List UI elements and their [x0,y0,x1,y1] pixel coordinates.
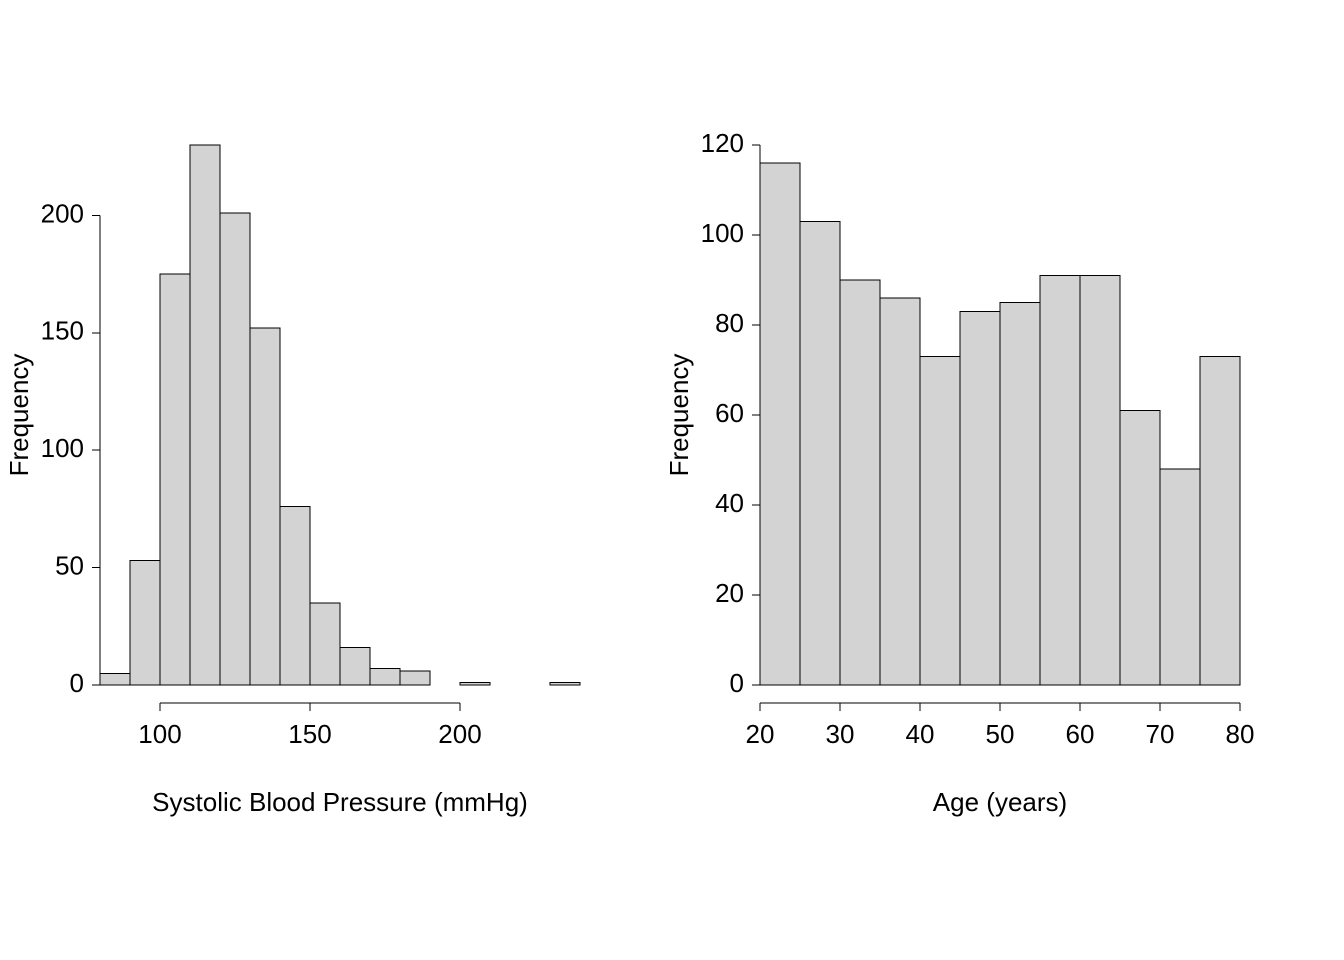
bp-histogram-bar [370,669,400,685]
bp-histogram-bar [400,671,430,685]
bp-histogram-ytick-label: 50 [55,550,84,580]
bp-histogram-bar [310,603,340,685]
bp-histogram-ytick-label: 0 [70,668,84,698]
bp-histogram-bar [460,683,490,685]
bp-histogram-ylabel: Frequency [4,354,34,477]
age-histogram-bar [1080,276,1120,686]
age-histogram-bar [1200,357,1240,686]
bp-histogram-bar [340,647,370,685]
age-histogram-bar [1120,411,1160,686]
age-histogram-ytick-label: 40 [715,488,744,518]
bp-histogram-bar [160,274,190,685]
age-histogram-bar [760,163,800,685]
bp-histogram-ytick-label: 200 [41,198,84,228]
age-histogram-ytick-label: 0 [730,668,744,698]
bp-histogram-bar [100,673,130,685]
age-histogram-bar [1160,469,1200,685]
bp-histogram-ytick-label: 150 [41,316,84,346]
chart-canvas: 050100150200100150200Systolic Blood Pres… [0,0,1344,960]
histogram-svg: 050100150200100150200Systolic Blood Pres… [0,0,1344,960]
bp-histogram-bar [550,683,580,685]
age-histogram-ytick-label: 100 [701,218,744,248]
age-histogram-xtick-label: 20 [746,719,775,749]
age-histogram-xtick-label: 60 [1066,719,1095,749]
bp-histogram-bar [130,561,160,685]
age-histogram-bar [840,280,880,685]
age-histogram-xtick-label: 70 [1146,719,1175,749]
bp-histogram-bar [250,328,280,685]
age-histogram-bar [880,298,920,685]
age-histogram: 02040608010012020304050607080Age (years)… [664,128,1254,817]
age-histogram-xlabel: Age (years) [933,787,1067,817]
bp-histogram-xtick-label: 200 [438,719,481,749]
bp-histogram-bar [280,507,310,685]
age-histogram-xtick-label: 50 [986,719,1015,749]
age-histogram-bar [1040,276,1080,686]
age-histogram-bar [800,222,840,686]
bp-histogram-ytick-label: 100 [41,433,84,463]
age-histogram-ytick-label: 60 [715,398,744,428]
age-histogram-ytick-label: 80 [715,308,744,338]
bp-histogram-xlabel: Systolic Blood Pressure (mmHg) [152,787,528,817]
bp-histogram-xtick-label: 100 [138,719,181,749]
bp-histogram-xtick-label: 150 [288,719,331,749]
age-histogram-bar [920,357,960,686]
age-histogram-bar [1000,303,1040,686]
age-histogram-bar [960,312,1000,686]
age-histogram-xtick-label: 30 [826,719,855,749]
age-histogram-xtick-label: 40 [906,719,935,749]
bp-histogram-bar [190,145,220,685]
age-histogram-ylabel: Frequency [664,354,694,477]
bp-histogram: 0 50 100 150 200 100 150 200 Systolic Blood Pres… [4,145,580,817]
age-histogram-ytick-label: 120 [701,128,744,158]
age-histogram-ytick-label: 20 [715,578,744,608]
bp-histogram-bar [220,213,250,685]
age-histogram-xtick-label: 80 [1226,719,1255,749]
